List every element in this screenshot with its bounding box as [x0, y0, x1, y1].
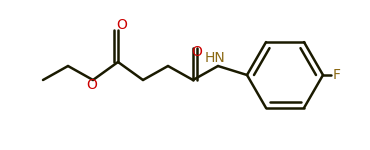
Text: HN: HN	[205, 51, 225, 65]
Text: F: F	[333, 68, 341, 82]
Text: O: O	[117, 18, 127, 32]
Text: O: O	[192, 45, 202, 59]
Text: O: O	[87, 78, 97, 92]
